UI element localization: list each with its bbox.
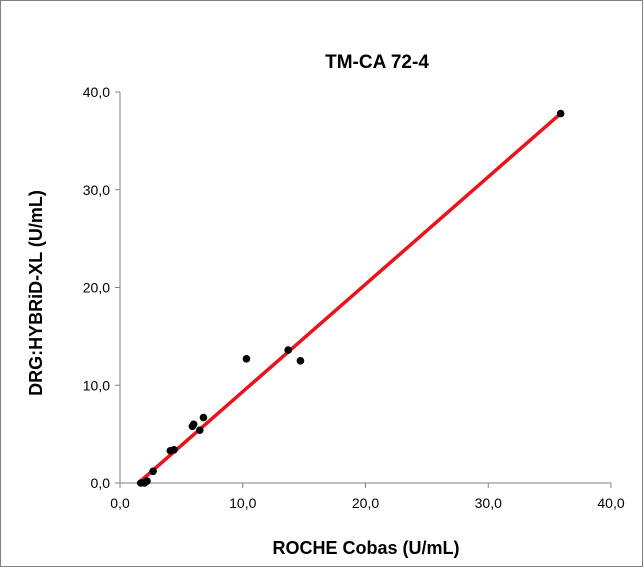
x-tick-label: 30,0 [475,495,502,511]
x-tick-label: 10,0 [229,495,256,511]
x-tick-label: 40,0 [597,495,624,511]
data-point [195,426,204,435]
x-axis: 0,0 10,0 20,0 30,0 40,0 [110,482,625,511]
y-tick-label: 40,0 [83,84,110,100]
x-tick-label: 20,0 [352,495,379,511]
trendline [136,111,563,485]
data-point [149,467,157,476]
y-tick-label: 10,0 [83,377,110,393]
x-tick-label: 0,0 [110,495,130,511]
y-axis: 0,0 10,0 20,0 30,0 40,0 [83,84,121,491]
y-tick-label: 20,0 [83,280,110,296]
x-axis-label: ROCHE Cobas (U/mL) [272,538,459,558]
y-axis-label: DRG:HYBRiD-XL (U/mL) [26,190,46,396]
y-tick-label: 0,0 [91,475,111,491]
data-point [242,355,251,363]
trendline-layer [136,111,563,485]
data-point [296,357,305,365]
chart-title: TM-CA 72-4 [325,52,429,73]
data-point [170,445,178,454]
data-point [284,346,292,354]
data-point [143,477,151,485]
data-point [556,109,565,118]
y-tick-label: 30,0 [83,182,110,198]
data-points-layer [137,109,565,487]
data-point [199,413,208,422]
data-point [189,420,198,429]
